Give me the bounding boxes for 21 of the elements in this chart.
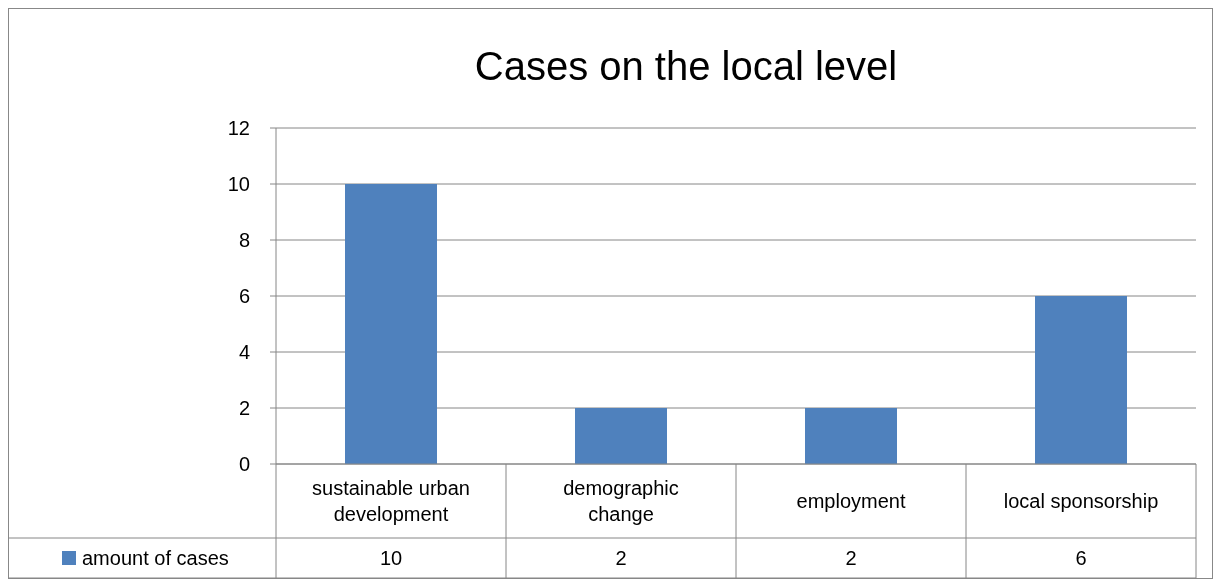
chart-title: Cases on the local level (474, 44, 898, 88)
x-tick-label: local sponsorship (1003, 490, 1159, 512)
y-tick-label: 10 (227, 173, 250, 195)
x-tick-label: employment (796, 490, 906, 512)
y-tick-label: 6 (238, 285, 250, 307)
y-tick-label: 0 (238, 453, 250, 475)
x-tick-label: sustainable urban development (312, 477, 470, 525)
x-tick-label: demographic change (563, 477, 679, 525)
bar (805, 408, 897, 464)
data-label: 2 (615, 547, 627, 569)
bar (1035, 296, 1127, 464)
data-label: 2 (845, 547, 857, 569)
y-tick-label: 12 (227, 117, 250, 139)
data-label: 6 (1075, 547, 1087, 569)
bar (575, 408, 667, 464)
legend-label: amount of cases (82, 547, 229, 569)
y-tick-label: 8 (238, 229, 250, 251)
bar (345, 184, 437, 464)
y-tick-label: 4 (238, 341, 250, 363)
data-label: 10 (379, 547, 403, 569)
y-tick-label: 2 (238, 397, 250, 419)
